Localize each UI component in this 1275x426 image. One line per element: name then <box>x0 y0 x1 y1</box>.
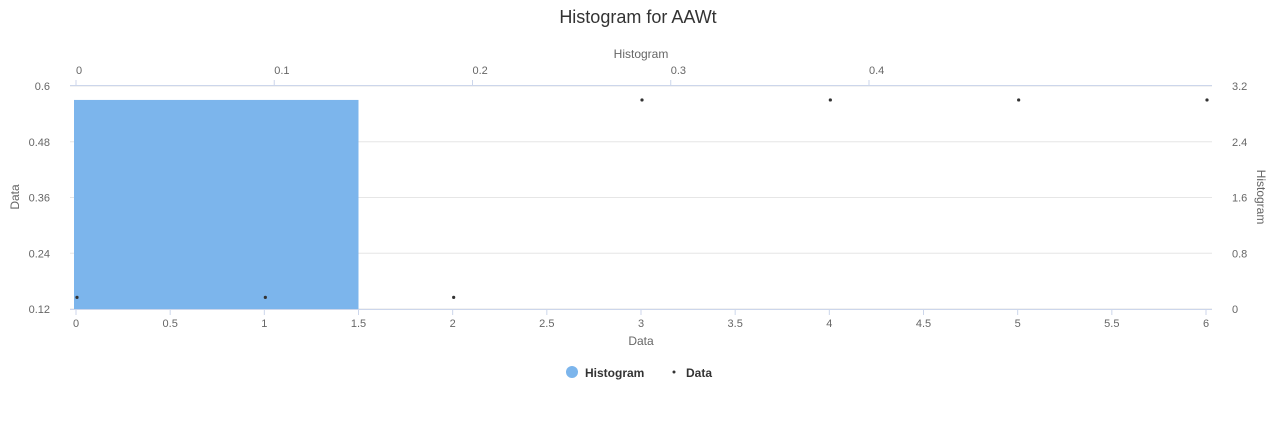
data-point <box>452 295 456 299</box>
x-bottom-tick-label: 4 <box>826 318 832 330</box>
x-bottom-tick-label: 2.5 <box>539 318 554 330</box>
legend-data-symbol <box>672 370 676 374</box>
x-bottom-tick-label: 0 <box>73 318 79 330</box>
x-top-tick-label: 0.2 <box>472 65 487 77</box>
x-bottom-tick-label: 5.5 <box>1104 318 1119 330</box>
legend-histogram-label: Histogram <box>585 366 644 380</box>
data-point <box>640 98 644 102</box>
x-axis-title-top: Histogram <box>614 47 669 61</box>
x-top-tick-label: 0 <box>76 65 82 77</box>
x-top-tick-label: 0.4 <box>869 65 884 77</box>
x-bottom-tick-label: 3.5 <box>728 318 743 330</box>
y-right-tick-label: 1.6 <box>1232 193 1247 205</box>
x-axis-title-bottom: Data <box>628 334 654 348</box>
legend-data-label: Data <box>686 366 712 380</box>
y-right-tick-label: 0 <box>1232 304 1238 316</box>
legend-histogram-symbol <box>566 366 578 378</box>
x-bottom-tick-label: 2 <box>450 318 456 330</box>
histogram-bar <box>74 99 359 309</box>
data-point <box>828 98 832 102</box>
legend-item-data[interactable]: Data <box>672 366 713 380</box>
x-bottom-tick-label: 3 <box>638 318 644 330</box>
y-axis-title-left: Data <box>8 184 22 210</box>
legend: Histogram Data <box>566 366 712 380</box>
data-point <box>1205 98 1209 102</box>
x-bottom-tick-label: 4.5 <box>916 318 931 330</box>
x-bottom-tick-label: 5 <box>1015 318 1021 330</box>
y-left-tick-label: 0.24 <box>29 248 50 260</box>
y-left-tick-label: 0.6 <box>35 81 50 93</box>
x-bottom-tick-label: 1 <box>261 318 267 330</box>
x-top-tick-label: 0.3 <box>671 65 686 77</box>
data-point <box>75 295 79 299</box>
x-top-tick-label: 0.1 <box>274 65 289 77</box>
legend-item-histogram[interactable]: Histogram <box>566 366 644 380</box>
x-bottom-tick-label: 6 <box>1203 318 1209 330</box>
y-right-tick-label: 3.2 <box>1232 81 1247 93</box>
data-points <box>75 98 1209 299</box>
data-point <box>263 295 267 299</box>
y-left-tick-label: 0.12 <box>29 304 50 316</box>
x-bottom-tick-label: 0.5 <box>163 318 178 330</box>
y-axis-title-right: Histogram <box>1254 170 1268 225</box>
y-right-tick-label: 0.8 <box>1232 248 1247 260</box>
data-point <box>1017 98 1021 102</box>
y-left-tick-label: 0.48 <box>29 137 50 149</box>
histogram-bars <box>74 99 359 309</box>
x-bottom-tick-label: 1.5 <box>351 318 366 330</box>
y-right-tick-label: 2.4 <box>1232 137 1247 149</box>
y-left-tick-label: 0.36 <box>29 193 50 205</box>
axes: 0.120.240.360.480.600.81.62.43.20 0.5 1 1.5… <box>29 65 1248 330</box>
chart-title: Histogram for AAWt <box>559 7 716 27</box>
